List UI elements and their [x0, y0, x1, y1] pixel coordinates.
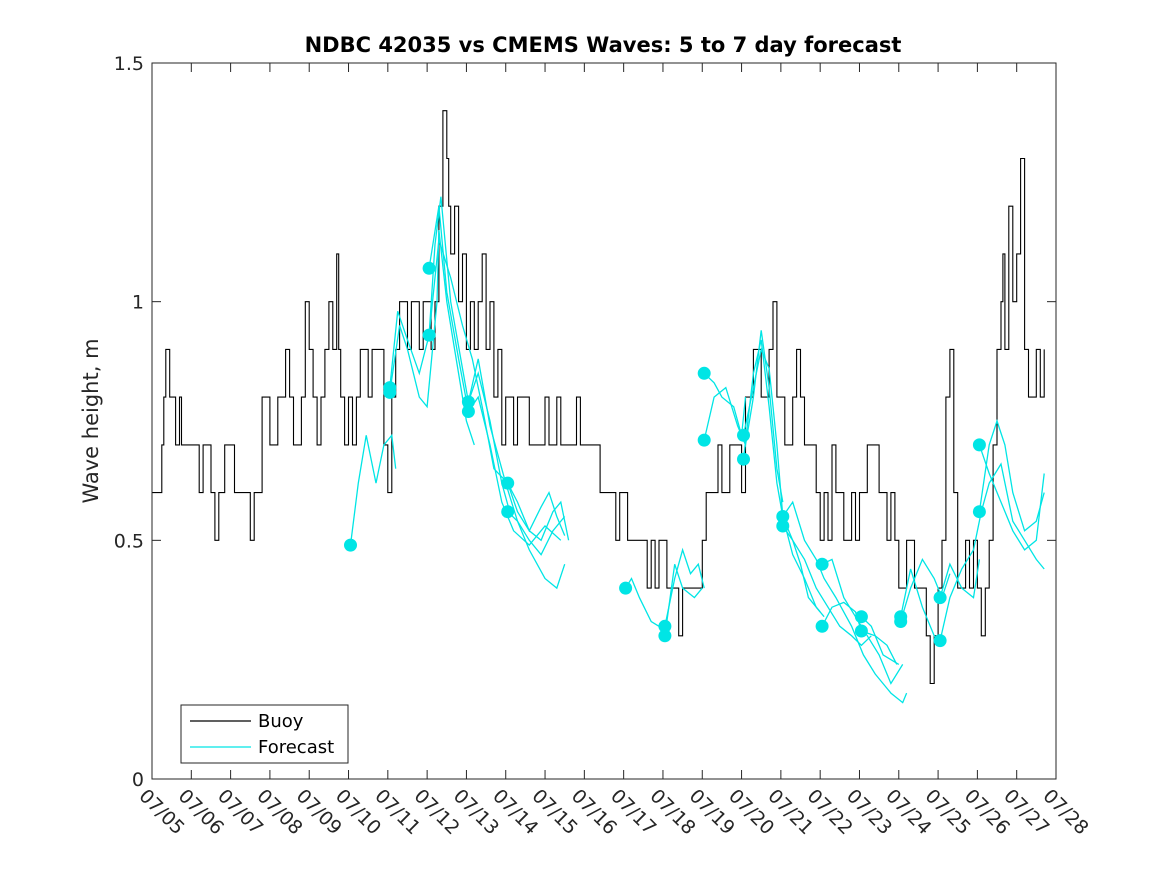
chart-title: NDBC 42035 vs CMEMS Waves: 5 to 7 day fo… [305, 33, 902, 57]
forecast-start-marker [815, 619, 829, 633]
forecast-line-10 [664, 563, 703, 636]
legend-box [180, 704, 349, 764]
forecast-start-marker [737, 428, 750, 442]
forecast-line-25 [978, 418, 1045, 532]
forecast-line-15 [782, 500, 908, 704]
forecast-start-marker [422, 328, 436, 342]
forecast-line-3 [428, 206, 562, 547]
forecast-start-marker [854, 610, 868, 624]
forecast-line-9 [664, 547, 705, 627]
forecast-start-marker [383, 381, 397, 395]
forecast-line-14 [742, 339, 825, 618]
forecast-line-16 [782, 525, 872, 647]
forecast-start-marker [972, 438, 986, 452]
forecast-start-marker [894, 615, 908, 628]
forecast-start-marker [422, 261, 436, 275]
forecast-line-20 [861, 630, 898, 665]
plot-area [152, 63, 1056, 779]
forecast-start-marker [933, 591, 947, 605]
forecast-start-marker [776, 510, 790, 523]
forecast-start-marker [461, 405, 475, 418]
forecast-line-4 [428, 239, 566, 536]
forecast-start-marker [697, 366, 711, 380]
y-tick-label: 0 [132, 769, 144, 791]
forecast-start-marker [697, 433, 711, 447]
forecast-start-marker [501, 476, 515, 490]
forecast-line-26 [978, 444, 1045, 551]
forecast-start-marker [854, 624, 868, 638]
forecast-line-0 [349, 433, 397, 546]
forecast-start-marker [619, 581, 633, 595]
y-tick-label: 0.5 [114, 530, 144, 552]
forecast-start-marker [815, 557, 829, 571]
plot-background [152, 63, 1056, 779]
forecast-line-6 [507, 482, 570, 542]
forecast-start-marker [972, 505, 986, 519]
forecast-line-19 [860, 616, 900, 665]
forecast-start-marker [501, 505, 515, 519]
legend: Buoy Forecast [180, 704, 349, 764]
y-axis-label: Wave height, m [79, 338, 103, 503]
forecast-start-marker [737, 452, 750, 466]
forecast-line-23 [939, 559, 981, 599]
forecast-line-12 [703, 330, 784, 503]
forecast-start-marker [461, 395, 475, 409]
forecast-start-marker [776, 519, 790, 533]
legend-forecast-label: Forecast [258, 737, 334, 758]
forecast-start-marker [933, 634, 947, 648]
y-tick-label: 1.5 [114, 53, 144, 75]
forecast-line-13 [742, 347, 821, 613]
legend-buoy-label: Buoy [258, 711, 304, 732]
buoy-series-line [152, 110, 1045, 685]
y-tick-label: 1 [132, 292, 144, 314]
axes-box [151, 62, 1057, 780]
forecast-start-marker [344, 538, 357, 552]
forecast-start-marker [658, 629, 672, 643]
forecast-line-7 [507, 511, 566, 556]
forecast-start-marker [658, 619, 672, 633]
